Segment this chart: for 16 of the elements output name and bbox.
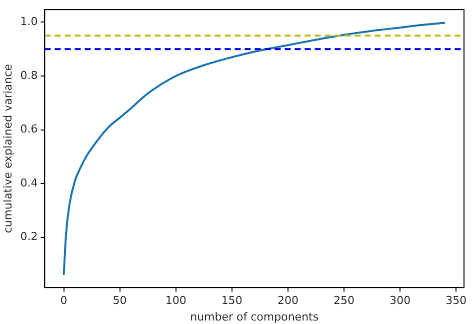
x-tick-label: 100 <box>165 294 186 308</box>
x-axis-title: number of components <box>190 310 319 324</box>
x-tick-label: 0 <box>60 294 68 308</box>
x-tick-label: 250 <box>334 294 355 308</box>
y-tick-label: 1.0 <box>20 15 38 28</box>
y-tick-label: 0.2 <box>20 230 38 244</box>
x-tick-label: 200 <box>277 294 298 308</box>
x-tick-label: 350 <box>446 294 467 308</box>
line-series <box>62 22 446 276</box>
x-tick-label: 150 <box>221 294 242 308</box>
y-axis-title: cumulative explained variance <box>1 64 14 234</box>
y-tick-label: 0.8 <box>20 68 38 82</box>
x-tick-label: 300 <box>390 294 411 308</box>
y-tick-label: 0.4 <box>20 176 38 190</box>
y-tick-label: 0.6 <box>20 122 38 136</box>
x-tick-label: 50 <box>112 294 127 308</box>
